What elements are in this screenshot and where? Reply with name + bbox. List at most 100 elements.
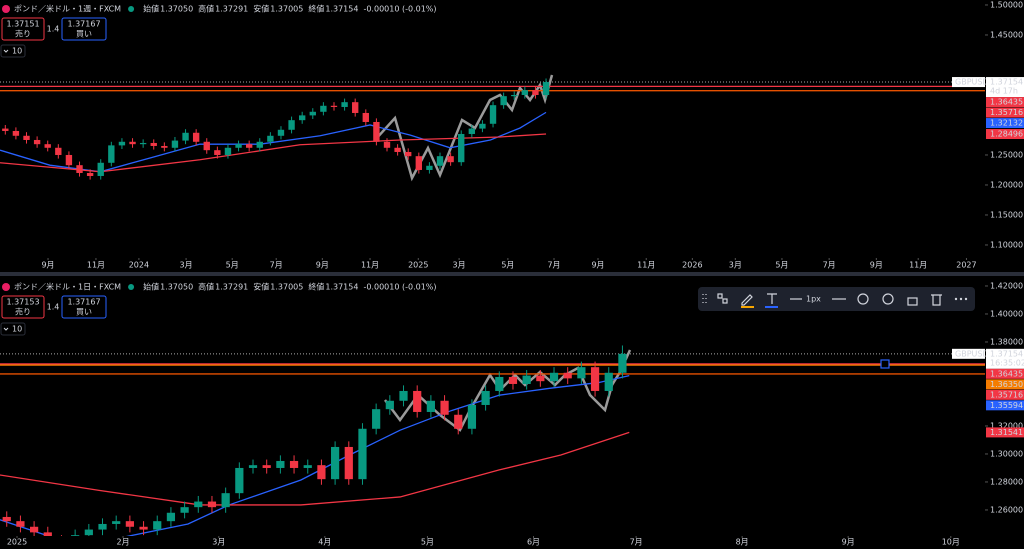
candle-body	[413, 390, 422, 412]
price-tag	[986, 118, 1024, 129]
template-icon[interactable]	[722, 298, 728, 304]
candle-body	[495, 376, 504, 391]
candle-body	[235, 144, 242, 148]
sell-button[interactable]	[1, 17, 45, 41]
candle-body	[373, 121, 380, 142]
candle-body	[303, 465, 312, 468]
candle-body	[426, 165, 433, 170]
last-price-label: 1.37154	[990, 349, 1023, 358]
drag-handle[interactable]	[702, 294, 707, 303]
indicators-toggle[interactable]	[0, 322, 26, 336]
price-tag	[986, 368, 1024, 379]
x-tick-label: 7月	[630, 538, 643, 547]
candle-body	[43, 532, 52, 536]
ohlc-value: 1.37291	[215, 5, 248, 14]
ohlc-value: 1.37291	[215, 283, 248, 292]
ohlc-value: 1.37050	[160, 5, 193, 14]
x-tick-label: 2026	[682, 261, 702, 270]
candle-body	[161, 145, 168, 148]
alert-icon[interactable]	[882, 293, 894, 305]
x-tick-label: 8月	[736, 538, 749, 547]
sell-button[interactable]	[1, 295, 45, 319]
candle-body	[394, 147, 401, 152]
settings-icon[interactable]	[857, 293, 869, 305]
ohlc-label: 始値	[143, 282, 159, 292]
chart-title: ポンド／米ドル・1日・FXCM	[14, 282, 121, 292]
candle-body	[440, 400, 449, 415]
indicators-toggle[interactable]	[0, 44, 26, 58]
candle-body	[590, 367, 600, 391]
line-width[interactable]: 1px	[806, 295, 821, 304]
candle-body	[277, 129, 285, 136]
x-tick-label: 9月	[316, 261, 329, 270]
chevron	[3, 49, 9, 53]
symbol-icon	[2, 283, 10, 291]
lock-icon[interactable]	[907, 297, 918, 306]
candle-body	[385, 400, 394, 410]
candle-body	[489, 105, 497, 124]
candle-body	[182, 132, 189, 141]
color-swatch	[741, 306, 754, 308]
delete-icon[interactable]	[931, 294, 942, 306]
ohlc-value: 1.37005	[270, 5, 303, 14]
countdown-label: 4d 17h	[990, 87, 1018, 96]
candle-body	[108, 145, 115, 163]
candle-body	[362, 112, 369, 122]
candle-body	[289, 460, 299, 468]
indicators-count: 10	[12, 47, 22, 56]
x-tick-label: 3月	[453, 261, 466, 270]
ohlc-value: 1.37154	[325, 283, 358, 292]
ohlc-label: 終値	[308, 282, 324, 292]
candle-body	[245, 144, 253, 148]
candle-body	[458, 133, 465, 163]
candle-body	[288, 120, 295, 130]
change-value: -0.00010 (-0.01%)	[363, 5, 436, 14]
market-status	[128, 284, 135, 290]
price-tag	[986, 427, 1024, 438]
candle-body	[358, 428, 367, 480]
candle-body	[521, 90, 529, 95]
price-tag	[986, 97, 1024, 108]
candle-body	[577, 367, 586, 379]
symbol-label: GBPUSD	[955, 349, 989, 358]
candle-body	[467, 404, 477, 429]
x-tick-label: 4月	[318, 538, 331, 547]
x-tick-label: 5月	[421, 538, 434, 547]
candle-body	[192, 132, 200, 142]
chart-title: ポンド／米ドル・1週・FXCM	[14, 4, 121, 14]
candle-body	[84, 529, 93, 536]
pencil-icon[interactable]	[741, 294, 753, 306]
spread: 1.4	[47, 303, 60, 312]
x-tick-label: 3月	[180, 261, 193, 270]
candle-body	[405, 151, 412, 157]
candle-body	[372, 409, 381, 429]
x-tick-label: 9月	[591, 261, 604, 270]
price-tag	[986, 107, 1024, 118]
candle-body	[536, 375, 545, 382]
x-tick-label: 2025	[7, 538, 27, 547]
x-tick-label: 9月	[870, 261, 883, 270]
candle-body	[508, 376, 518, 384]
drawing-toolbar: 1px	[698, 287, 975, 311]
buy-button[interactable]	[61, 295, 107, 319]
change-value: -0.00010 (-0.01%)	[363, 283, 436, 292]
buy-button[interactable]	[61, 17, 107, 41]
x-tick-label: 11月	[637, 261, 655, 270]
x-tick-label: 2025	[408, 261, 428, 270]
candle-body	[203, 141, 210, 151]
candle-body	[276, 460, 285, 468]
text-icon[interactable]	[767, 293, 777, 304]
ohlc-label: 安値	[253, 282, 269, 292]
price-tag-label: 1.31541	[990, 428, 1023, 437]
pane-separator	[0, 272, 1024, 276]
y-tick-label: 1.15000	[990, 210, 1023, 219]
candle-body	[522, 375, 531, 384]
template-icon[interactable]	[717, 293, 723, 299]
candle-body	[426, 400, 435, 412]
price-tag-label: 1.36435	[990, 98, 1023, 107]
candle-body	[399, 390, 408, 401]
candle-body	[532, 90, 539, 95]
level-handle[interactable]	[880, 359, 890, 369]
price-tag-label: 1.35716	[990, 108, 1023, 117]
